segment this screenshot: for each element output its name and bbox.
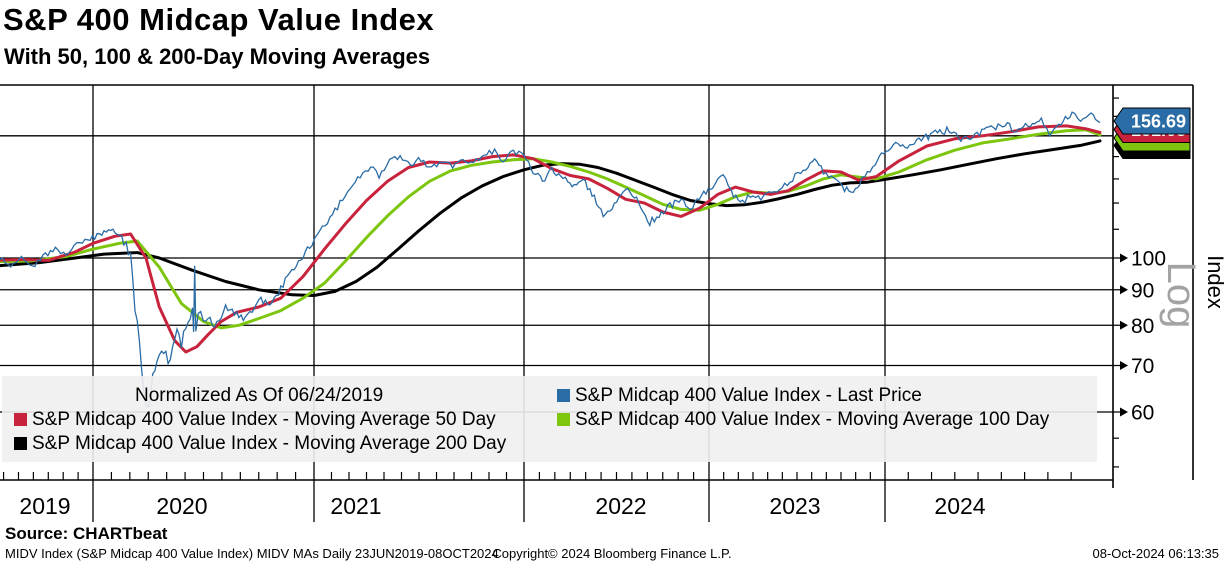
legend-box: Normalized As Of 06/24/2019 S&P Midcap 4… (2, 376, 1097, 462)
page-subtitle: With 50, 100 & 200-Day Moving Averages (4, 44, 431, 69)
normalized-note-text: Normalized As Of 06/24/2019 (135, 385, 384, 406)
y-tick-arrow-icon (1120, 361, 1128, 371)
x-year-label: 2022 (595, 493, 646, 519)
footer-timestamp: 08-Oct-2024 06:13:35 (1092, 546, 1219, 561)
legend-item-ma200: S&P Midcap 400 Value Index - Moving Aver… (14, 433, 506, 455)
legend-label: S&P Midcap 400 Value Index - Moving Aver… (32, 433, 507, 454)
log-scale-label: Log (1159, 262, 1203, 329)
legend-label: S&P Midcap 400 Value Index - Moving Aver… (32, 409, 496, 430)
ma50-swatch-icon (14, 413, 27, 426)
x-year-label: 2024 (934, 493, 985, 519)
ma100-swatch-icon (557, 413, 570, 426)
footer-copyright: Copyright© 2024 Bloomberg Finance L.P. (492, 546, 732, 561)
y-tick-arrow-icon (1120, 320, 1128, 330)
axis-ticks: 100 90 80 70 60 (2, 97, 1166, 480)
price-tag-value: 156.69 (1131, 112, 1186, 132)
x-axis-year-labels: 2019 2020 2021 2022 2023 2024 (19, 493, 985, 519)
price-tags: 151.68156.69 (1113, 107, 1191, 159)
y-tick-arrow-icon (1120, 285, 1128, 295)
x-year-label: 2021 (330, 493, 381, 519)
ma-line-red (0, 124, 1102, 354)
daily-price-line (0, 111, 1101, 409)
ma-line-green (0, 128, 1102, 330)
price-tag-last_price (1113, 107, 1191, 135)
x-year-label: 2019 (19, 493, 70, 519)
y-tick-label: 100 (1131, 248, 1166, 271)
footer-left-text: MIDV Index (S&P Midcap 400 Value Index) … (5, 546, 499, 561)
legend-item-last-price: S&P Midcap 400 Value Index - Last Price (557, 385, 922, 407)
legend-normalized-note: Normalized As Of 06/24/2019 (135, 385, 383, 407)
legend-label: S&P Midcap 400 Value Index - Last Price (575, 385, 922, 406)
ma-line-black (0, 139, 1102, 297)
y-tick-arrow-icon (1120, 407, 1128, 417)
ma200-swatch-icon (14, 437, 27, 450)
y-tick-arrow-icon (1120, 253, 1128, 263)
page-title: S&P 400 Midcap Value Index (3, 2, 435, 37)
legend-label: S&P Midcap 400 Value Index - Moving Aver… (575, 409, 1050, 430)
y-tick-label: 70 (1131, 355, 1154, 378)
last-price-swatch-icon (557, 389, 570, 402)
source-line: Source: CHARTbeat (5, 524, 168, 543)
y-tick-label: 80 (1131, 315, 1154, 338)
legend-item-ma100: S&P Midcap 400 Value Index - Moving Aver… (557, 409, 1049, 431)
series-lines (0, 111, 1102, 409)
legend-item-ma50: S&P Midcap 400 Value Index - Moving Aver… (14, 409, 496, 431)
y-tick-label: 90 (1131, 279, 1154, 302)
y-tick-label: 60 (1131, 401, 1154, 424)
x-year-label: 2023 (769, 493, 820, 519)
y-axis-title: Index (1203, 255, 1224, 309)
x-year-label: 2020 (156, 493, 207, 519)
